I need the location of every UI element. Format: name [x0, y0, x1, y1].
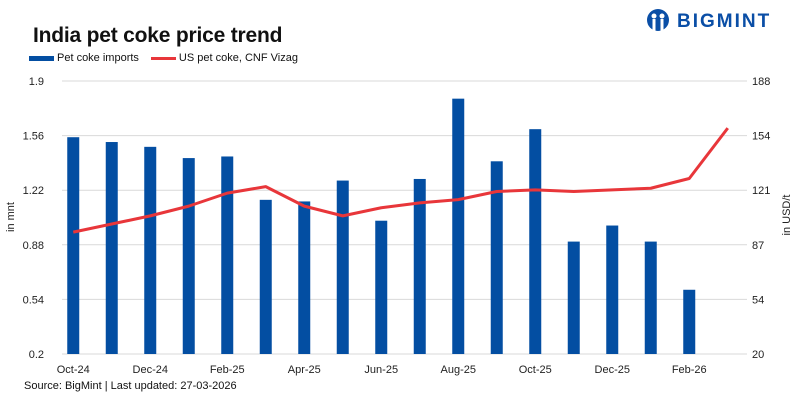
- y-axis-title-left: in mnt: [5, 202, 17, 232]
- x-tick-label: Aug-25: [441, 364, 476, 376]
- y-tick-right: 54: [752, 294, 764, 306]
- source-note: Source: BigMint | Last updated: 27-03-20…: [24, 380, 237, 392]
- bar-Oct-25: [529, 129, 542, 354]
- bar-Nov-25: [567, 241, 580, 354]
- bar-Feb-25: [221, 156, 234, 354]
- bar-Nov-24: [105, 142, 118, 354]
- x-tick-label: Feb-25: [210, 364, 245, 376]
- legend-label-price: US pet coke, CNF Vizag: [178, 52, 298, 64]
- x-tick-label: Oct-25: [519, 364, 552, 376]
- y-tick-right: 188: [752, 76, 770, 88]
- y-axis-title-right: in USD/t: [781, 195, 793, 236]
- y-tick-left: 1.9: [29, 76, 44, 88]
- bar-Dec-25: [606, 225, 619, 354]
- legend-swatch-line: [150, 56, 176, 60]
- x-tick-label: Apr-25: [288, 364, 321, 376]
- y-tick-right: 87: [752, 240, 764, 252]
- y-tick-left: 0.54: [23, 294, 44, 306]
- bar-Sep-25: [490, 161, 503, 354]
- chart-title: India pet coke price trend: [33, 24, 283, 47]
- bigmint-logo: BIGMINT: [645, 8, 771, 36]
- x-tick-label: Dec-24: [133, 364, 168, 376]
- y-tick-right: 154: [752, 131, 770, 143]
- x-tick-label: Oct-24: [57, 364, 90, 376]
- bar-Feb-26: [683, 289, 696, 354]
- legend-label-imports: Pet coke imports: [57, 52, 139, 64]
- y-tick-right: 121: [752, 185, 770, 197]
- legend-swatch-bars: [29, 55, 54, 61]
- y-tick-left: 0.88: [23, 240, 44, 252]
- x-tick-label: Jun-25: [364, 364, 398, 376]
- bigmint-logo-icon: [647, 9, 669, 31]
- bar-Jan-25: [182, 158, 195, 354]
- logo-text: BIGMINT: [677, 11, 772, 32]
- x-tick-label: Feb-26: [672, 364, 707, 376]
- legend: Pet coke imports US pet coke, CNF Vizag: [29, 52, 298, 64]
- bar-Jun-25: [375, 220, 388, 354]
- y-tick-left: 0.2: [29, 349, 44, 361]
- y-tick-left: 1.56: [23, 131, 44, 143]
- price-line: [72, 127, 729, 234]
- y-tick-right: 20: [752, 349, 764, 361]
- bar-Apr-25: [298, 201, 311, 354]
- bar-Dec-24: [144, 146, 157, 354]
- bar-Mar-25: [259, 199, 272, 354]
- y-tick-left: 1.22: [23, 185, 44, 197]
- bar-May-25: [336, 180, 349, 354]
- bar-Jul-25: [413, 178, 426, 354]
- bar-Jan-26: [644, 241, 657, 354]
- bar-Aug-25: [452, 98, 465, 354]
- bar-Oct-24: [67, 137, 80, 354]
- x-tick-label: Dec-25: [595, 364, 630, 376]
